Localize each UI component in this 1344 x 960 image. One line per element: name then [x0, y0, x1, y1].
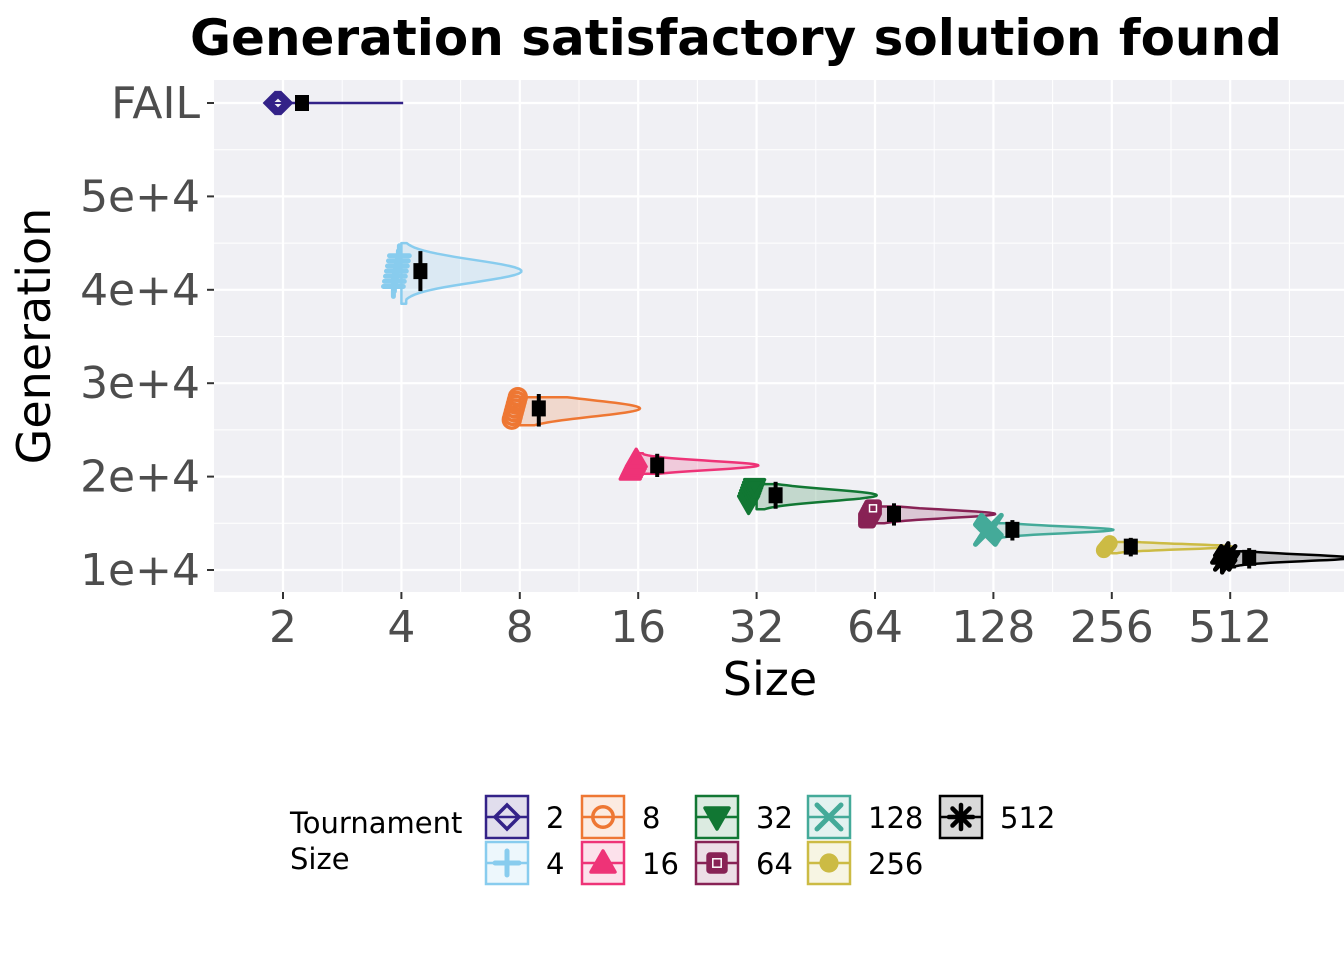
marker-square-inner — [868, 504, 878, 513]
legend-key — [580, 840, 626, 886]
x-tick-label: 16 — [610, 602, 666, 653]
x-tick-label: 512 — [1188, 602, 1272, 653]
legend-label: 16 — [642, 847, 679, 881]
legend: Tournament Size 2 4 8 16 32 64 128 256 512 — [289, 794, 1055, 886]
violin-group — [1095, 535, 1234, 559]
legend-label: 512 — [1000, 801, 1055, 835]
violin-outline — [400, 241, 523, 306]
legend-title-line: Size — [290, 842, 350, 876]
y-tick-label: FAIL — [111, 78, 200, 129]
y-tick-label: 1e+4 — [80, 545, 200, 596]
legend-label: 4 — [546, 847, 564, 881]
marker-triangle-up — [589, 849, 617, 874]
violin-group — [973, 512, 1115, 547]
violin-group — [736, 477, 878, 516]
marker-plus — [387, 243, 412, 269]
marker-filled-circle — [819, 853, 839, 873]
violin-outline — [636, 452, 760, 476]
y-tick-label: 5e+4 — [80, 171, 200, 222]
legend-key — [806, 794, 852, 840]
legend-label: 64 — [756, 847, 793, 881]
marker-triangle-up — [624, 447, 648, 469]
box-median — [531, 400, 546, 417]
marker-filled-circle — [1101, 535, 1118, 551]
legend-title: Tournament Size — [289, 806, 462, 876]
marker-diamond — [268, 90, 294, 116]
legend-key — [806, 840, 852, 886]
legend-label: 8 — [642, 801, 660, 835]
box-median — [887, 505, 901, 522]
x-tick-label: 256 — [1070, 602, 1154, 653]
violin-group — [381, 241, 523, 306]
box-median — [1123, 538, 1138, 555]
marker-plus — [492, 848, 522, 878]
legend-label: 256 — [868, 847, 923, 881]
box-median — [1005, 521, 1020, 538]
legend-key — [484, 840, 530, 886]
violin-group — [501, 386, 642, 430]
marker-triangle-down — [703, 806, 731, 831]
box-median — [1242, 549, 1257, 566]
violin-group — [262, 90, 404, 116]
marker-square — [864, 499, 882, 518]
x-tick-label: 4 — [387, 602, 415, 653]
marker-x — [979, 512, 1004, 538]
violins — [262, 90, 1344, 575]
x-axis: 2 4 8 16 32 64 128 256 512 — [269, 592, 1272, 653]
legend-key — [694, 840, 740, 886]
x-tick-label: 128 — [951, 602, 1035, 653]
x-tick-label: 64 — [847, 602, 903, 653]
box-median — [295, 95, 309, 111]
marker-square-inner — [712, 858, 722, 868]
x-tick-label: 32 — [729, 602, 785, 653]
legend-label: 128 — [868, 801, 923, 835]
chart-title: Generation satisfactory solution found — [190, 9, 1282, 67]
y-axis: FAIL 5e+4 4e+4 3e+4 2e+4 1e+4 — [80, 78, 214, 596]
y-tick-label: 4e+4 — [80, 265, 200, 316]
legend-key — [938, 794, 984, 840]
box-median — [768, 487, 783, 504]
legend-key — [484, 794, 530, 840]
y-axis-title: Generation — [7, 208, 61, 465]
marker-circle — [591, 805, 615, 829]
violin-group — [618, 447, 760, 481]
violin-group — [1210, 541, 1344, 575]
x-tick-label: 2 — [269, 602, 297, 653]
violin-outline — [755, 482, 878, 511]
marker-circle — [507, 386, 528, 408]
violin-outline — [518, 395, 642, 427]
legend-label: 2 — [546, 801, 564, 835]
y-tick-label: 3e+4 — [80, 358, 200, 409]
marker-asterisk-arm — [1218, 543, 1238, 563]
legend-title-line: Tournament — [289, 806, 462, 840]
box-median — [650, 457, 665, 474]
marker-square — [706, 852, 728, 874]
x-tick-label: 8 — [506, 602, 534, 653]
x-axis-title: Size — [723, 652, 817, 706]
violin-group — [858, 499, 997, 529]
legend-key — [580, 794, 626, 840]
y-tick-label: 2e+4 — [80, 452, 200, 503]
marker-diamond — [492, 802, 522, 832]
violin-outline — [873, 505, 997, 525]
marker-x — [814, 802, 844, 832]
legend-label: 32 — [756, 801, 793, 835]
box-median — [413, 263, 428, 280]
marker-triangle-down — [742, 477, 767, 499]
legend-key — [694, 794, 740, 840]
marker-asterisk-arm — [950, 806, 972, 828]
